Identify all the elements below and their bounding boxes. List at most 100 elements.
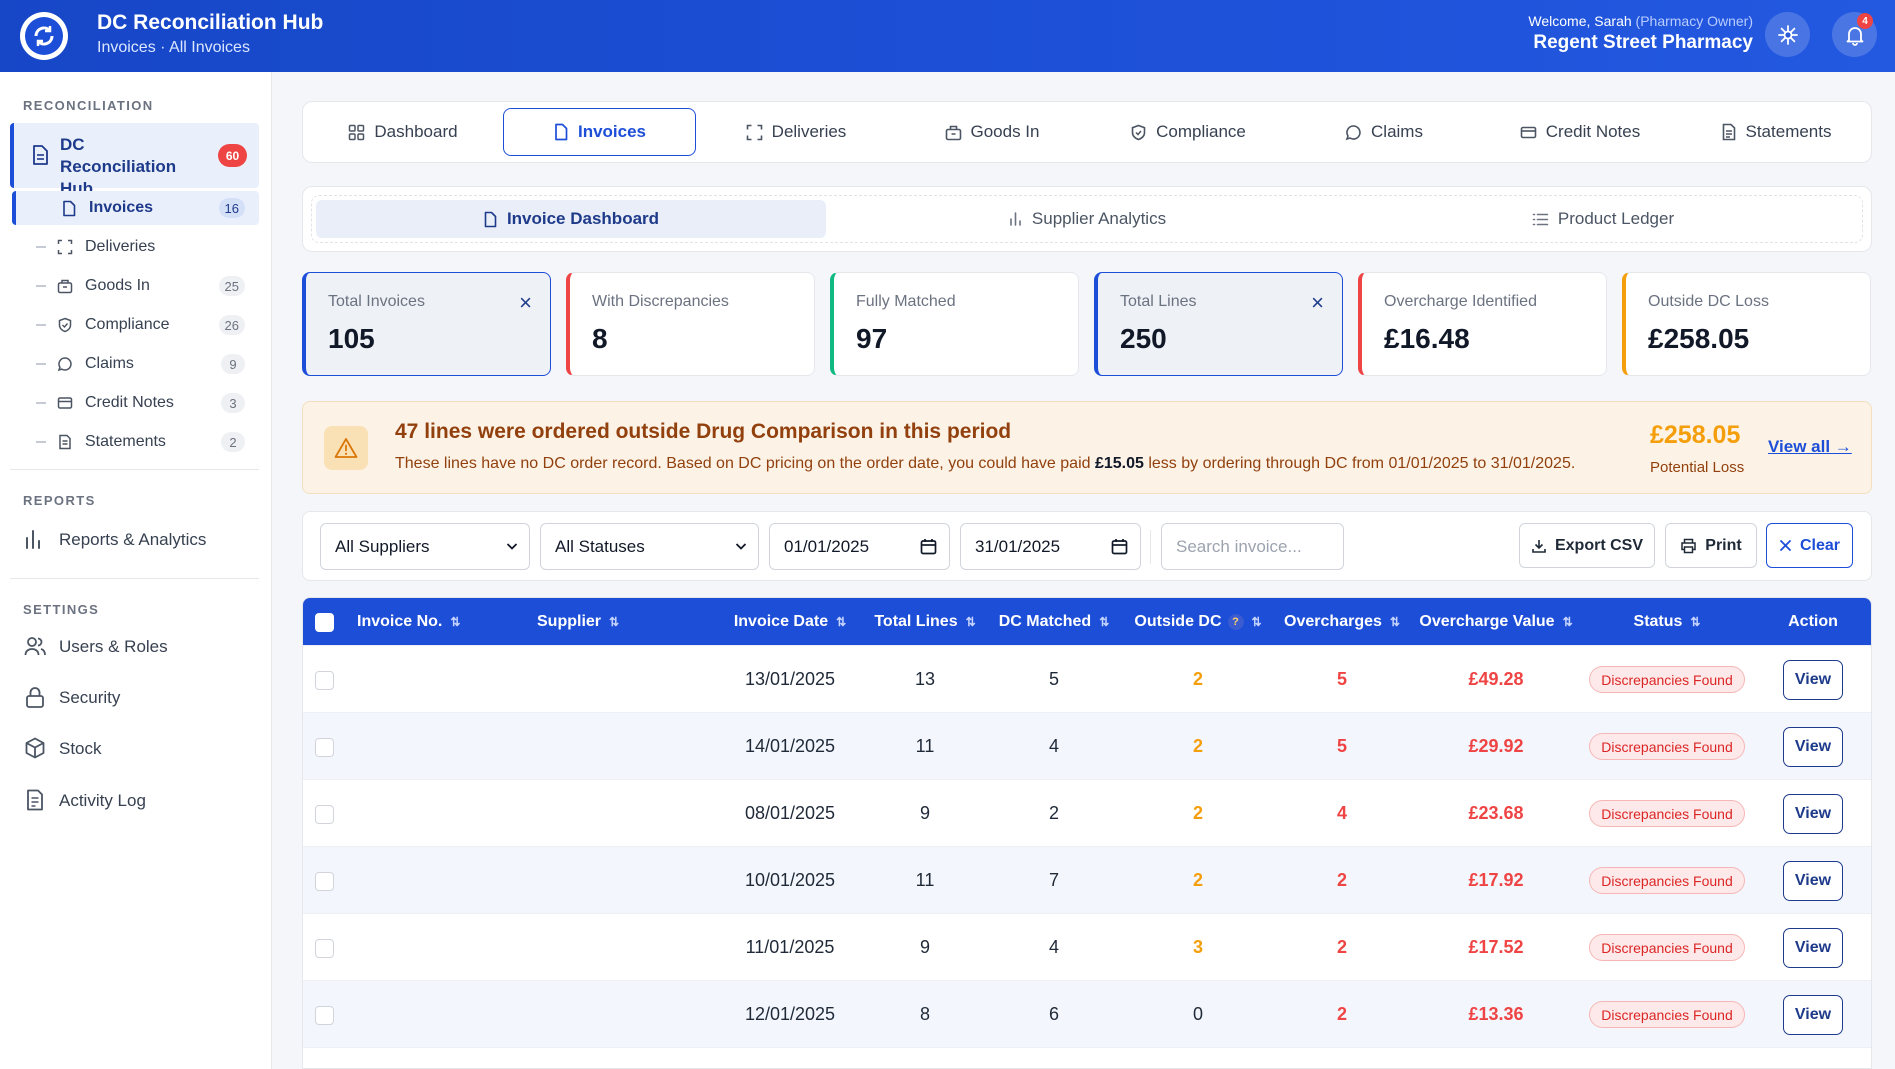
row-checkbox[interactable] [315,805,334,824]
view-button[interactable]: View [1783,793,1843,834]
sidebar-item-label: Activity Log [59,791,146,810]
document-icon [33,145,48,165]
alert-text-amount: £15.05 [1094,455,1144,472]
subtab-invoice-dashboard[interactable]: Invoice Dashboard [316,200,826,238]
calendar-icon[interactable] [920,538,937,555]
sort-icon: ⇅ [609,614,620,629]
export-csv-button[interactable]: Export CSV [1519,523,1655,568]
supplier-select[interactable]: All Suppliers [320,523,530,570]
export-label: Export CSV [1554,536,1643,554]
column-header-invoice-no[interactable]: Invoice No. ⇅ [357,598,460,645]
theme-toggle-button[interactable] [1765,12,1810,57]
tab-deliveries[interactable]: Deliveries [701,108,891,156]
cell-outside-dc: 0 [1192,1004,1203,1024]
kpi-overcharge-identified[interactable]: Overcharge Identified £16.48 [1358,272,1607,376]
tree-connector [36,402,46,404]
sidebar-item-dc-reconciliation-hub[interactable]: DC Reconciliation Hub 60 [10,123,259,198]
view-button[interactable]: View [1783,927,1843,968]
close-icon[interactable]: × [1311,290,1324,315]
date-from-input[interactable]: 01/01/2025 [769,523,950,570]
kpi-total-invoices[interactable]: Total Invoices 105 × [302,272,551,376]
table-row[interactable]: 10/01/2025 11 7 2 2 £17.92 Discrepancies… [303,846,1871,913]
cell-status: Discrepancies Found [1581,981,1753,1048]
view-all-link[interactable]: View all → [1768,437,1852,456]
cell-outside-dc: 2 [1192,736,1203,756]
app-logo[interactable] [20,12,68,60]
sidebar-item-invoices[interactable]: Invoices 16 [12,191,259,225]
table-row[interactable] [303,1047,1871,1068]
tab-statements[interactable]: Statements [1681,108,1871,156]
subtab-supplier-analytics[interactable]: Supplier Analytics [832,200,1342,238]
help-icon[interactable]: ? [1227,613,1244,630]
print-button[interactable]: Print [1665,523,1757,568]
row-checkbox[interactable] [315,872,334,891]
sidebar-item-credit-notes[interactable]: Credit Notes 3 [12,386,259,420]
tree-connector [36,246,46,248]
list-icon [1532,213,1549,225]
column-header-total-lines[interactable]: Total Lines ⇅ [865,598,985,645]
cell-action: View [1753,713,1871,780]
table-row[interactable]: 12/01/2025 8 6 0 2 £13.36 Discrepancies … [303,980,1871,1048]
notifications-button[interactable]: 4 [1832,12,1877,57]
kpi-outside-dc-loss[interactable]: Outside DC Loss £258.05 [1622,272,1871,376]
sidebar-item-label: Deliveries [85,238,156,255]
cell-supplier [537,646,715,713]
subtab-product-ledger[interactable]: Product Ledger [1348,200,1858,238]
column-header-status[interactable]: Status ⇅ [1581,598,1753,645]
tab-invoices[interactable]: Invoices [503,108,696,156]
tab-credit-notes[interactable]: Credit Notes [1485,108,1675,156]
tab-dashboard[interactable]: Dashboard [308,108,498,156]
close-icon[interactable]: × [519,290,532,315]
status-select[interactable]: All Statuses [540,523,759,570]
subtab-label: Supplier Analytics [1031,209,1167,228]
document-icon [63,200,76,217]
column-header-supplier[interactable]: Supplier ⇅ [537,598,619,645]
sidebar-item-deliveries[interactable]: Deliveries [12,230,259,264]
clear-button[interactable]: Clear [1766,523,1853,568]
kpi-with-discrepancies[interactable]: With Discrepancies 8 [566,272,815,376]
kpi-label: Fully Matched [856,293,956,310]
sidebar-item-goods-in[interactable]: Goods In 25 [12,269,259,303]
select-all-checkbox[interactable] [315,613,334,632]
column-label: Outside DC [1134,612,1222,630]
sidebar-item-compliance[interactable]: Compliance 26 [12,308,259,342]
view-button[interactable]: View [1783,860,1843,901]
kpi-fully-matched[interactable]: Fully Matched 97 [830,272,1079,376]
date-to-input[interactable]: 31/01/2025 [960,523,1141,570]
view-button[interactable]: View [1783,726,1843,767]
kpi-total-lines[interactable]: Total Lines 250 × [1094,272,1343,376]
table-row[interactable]: 14/01/2025 11 4 2 5 £29.92 Discrepancies… [303,712,1871,780]
row-checkbox[interactable] [315,738,334,757]
sidebar-item-statements[interactable]: Statements 2 [12,425,259,459]
table-row[interactable]: 11/01/2025 9 4 3 2 £17.52 Discrepancies … [303,913,1871,981]
tab-claims[interactable]: Claims [1289,108,1479,156]
sidebar-item-claims[interactable]: Claims 9 [12,347,259,381]
sort-icon: ⇅ [450,614,461,629]
row-checkbox[interactable] [315,939,334,958]
tab-goods-in[interactable]: Goods In [897,108,1087,156]
shield-icon [1131,124,1146,140]
column-header-outside-dc[interactable]: Outside DC? ⇅ [1123,598,1273,645]
cell-status: Discrepancies Found [1581,914,1753,981]
tab-compliance[interactable]: Compliance [1093,108,1283,156]
cell-overcharges: 2 [1336,870,1347,890]
calendar-icon[interactable] [1111,538,1128,555]
view-button[interactable]: View [1783,659,1843,700]
row-checkbox[interactable] [315,671,334,690]
column-header-invoice-date[interactable]: Invoice Date ⇅ [715,598,865,645]
filter-divider [1150,530,1151,564]
document-icon [555,123,568,141]
column-header-overcharges[interactable]: Overcharges ⇅ [1273,598,1411,645]
warning-icon [324,426,368,470]
view-button[interactable]: View [1783,994,1843,1035]
column-header-dc-matched[interactable]: DC Matched ⇅ [985,598,1123,645]
table-row[interactable]: 13/01/2025 13 5 2 5 £49.28 Discrepancies… [303,645,1871,713]
column-header-overcharge-value[interactable]: Overcharge Value ⇅ [1411,598,1581,645]
statement-icon [1722,123,1735,141]
table-row[interactable]: 08/01/2025 9 2 2 4 £23.68 Discrepancies … [303,779,1871,846]
search-input[interactable]: Search invoice... [1161,523,1344,570]
row-checkbox[interactable] [315,1006,334,1025]
column-label: Overcharge Value [1419,612,1555,630]
column-header-action: Action [1753,598,1871,645]
cell-overcharges: 5 [1336,669,1347,689]
